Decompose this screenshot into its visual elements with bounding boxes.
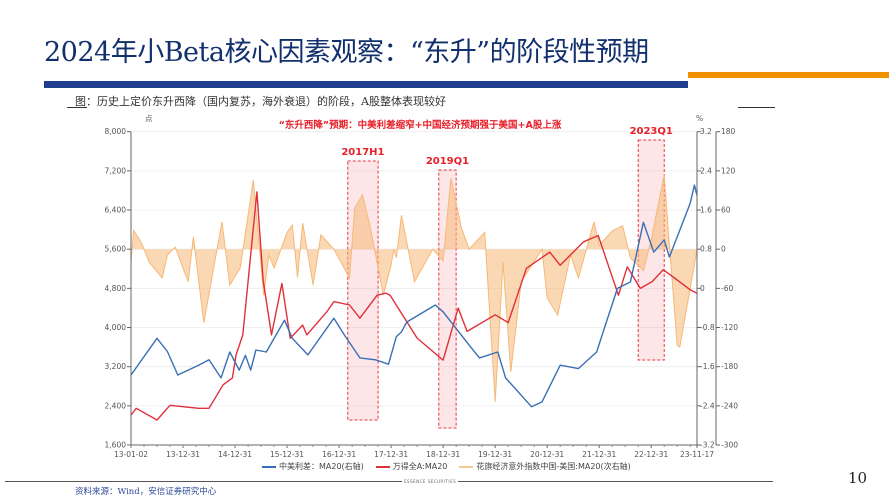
series-line-spread [130,184,698,408]
x-axis-tick-label: 16-12-31 [322,450,356,459]
series-line-citi [130,174,698,402]
right-axis-tick-label: 0 [700,284,705,293]
right-axis-tick-label: -2.4 [700,401,715,410]
left-axis-tick-label: 4,000 [105,323,127,332]
x-axis-tick-label: 13-12-31 [166,450,200,459]
legend-label: 中美利差：MA20(右轴) [279,462,364,471]
x-axis-tick-label: 15-12-31 [270,450,304,459]
right-axis2-tick-label: -120 [721,323,738,332]
legend-item-wind-a: 万得全A:MA20 [375,461,448,472]
right-axis2-tick-label: -60 [721,284,733,293]
series-line-wind-a [130,191,698,421]
blue-title-bar [44,81,688,88]
highlight-boxes: 2017H1 2019Q1 2023Q1 [341,126,673,429]
x-axis-tick-label: 22-12-31 [634,450,668,459]
legend-item-spread: 中美利差：MA20(右轴) [262,461,364,472]
divider [67,107,87,108]
right-axis-unit: % [696,114,703,123]
right-axis-tick-label: -3.2 [700,441,715,450]
right-axis2-tick-label: -180 [721,362,738,371]
brand-text: ESSENCE SECURITIES [402,479,459,484]
page-title: 2024年小Beta核心因素观察：“东升”的阶段性预期 [44,37,649,68]
x-axis-tick-label: 13-01-02 [114,450,148,459]
left-axis-tick-label: 8,000 [105,127,127,136]
highlight-label: 2023Q1 [630,126,673,137]
footer-divider [5,481,773,482]
right-axis2-tick-label: -240 [721,401,738,410]
left-axis-tick-label: 1,600 [105,441,127,450]
source-note: 资料来源：Wind，安信证券研究中心 [75,487,217,497]
x-axis-tick-label: 18-12-31 [426,450,460,459]
right-axis-tick-label: 2.4 [700,166,712,175]
right-axis-tick-label: -0.8 [700,323,715,332]
left-axis-tick-label: 2,400 [105,401,127,410]
legend: 中美利差：MA20(右轴) 万得全A:MA20 花旗经济意外指数中国-美国:MA… [262,461,631,472]
x-axis-tick-label: 14-12-31 [218,450,252,459]
right-axis2-tick-label: -300 [721,441,738,450]
highlight-label: 2019Q1 [426,156,469,167]
left-axis-tick-label: 4,800 [105,284,127,293]
legend-item-citi: 花旗经济意外指数中国-美国:MA20(次右轴) [459,461,631,472]
right-axis-tick-label: 1.6 [700,206,712,215]
left-axis-tick-label: 5,600 [105,245,127,254]
left-axis-tick-label: 3,200 [105,362,127,371]
legend-label: 花旗经济意外指数中国-美国:MA20(次右轴) [476,462,631,471]
legend-label: 万得全A:MA20 [392,462,448,471]
x-axis-tick-label: 17-12-31 [374,450,408,459]
page-number: 10 [848,469,868,487]
left-axis-tick-label: 6,400 [105,206,127,215]
left-axis-tick-label: 7,200 [105,166,127,175]
divider [738,107,775,108]
highlight-label: 2017H1 [341,147,384,158]
legend-swatch [459,465,474,468]
right-axis-tick-label: -1.6 [700,362,715,371]
legend-swatch [375,465,390,468]
right-axis-tick-label: 3.2 [700,127,712,136]
axes: 1,600 2,400 3,200 4,000 4,800 5,600 6,400 7,200… [105,127,739,459]
chart-annotation: “东升西降”预期：中美利差缩窄+中国经济预期强于美国+A股上涨 [279,119,562,131]
right-axis2-tick-label: 180 [721,127,736,136]
series-group [130,174,698,421]
legend-swatch [262,465,276,468]
right-axis-tick-label: 0.8 [700,245,712,254]
x-axis-tick-label: 20-12-31 [530,450,564,459]
figure-caption: 图：历史上定价东升西降（国内复苏，海外衰退）的阶段，A股整体表现较好 [75,95,446,108]
left-axis-unit: 点 [145,114,153,123]
x-axis-tick-label: 19-12-31 [478,450,512,459]
right-axis2-tick-label: 0 [721,245,726,254]
orange-accent-bar [688,72,889,78]
x-axis-tick-label: 23-11-17 [680,450,714,459]
right-axis2-tick-label: 120 [721,166,736,175]
right-axis2-tick-label: 60 [721,206,731,215]
x-axis-tick-label: 21-12-31 [582,450,616,459]
